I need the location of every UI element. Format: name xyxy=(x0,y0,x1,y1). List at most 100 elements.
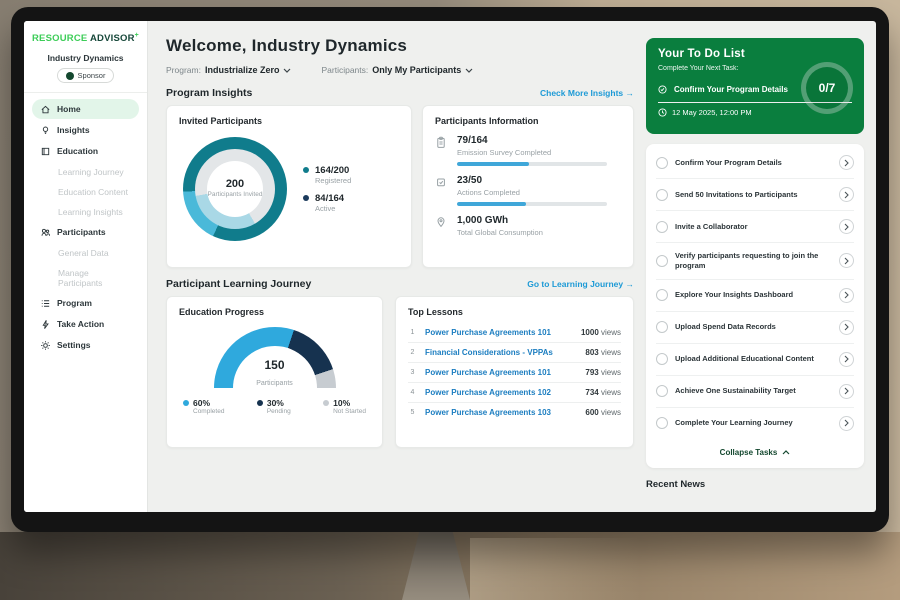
task-row-upload-educational-content[interactable]: Upload Additional Educational Content xyxy=(656,344,854,376)
chevron-right-icon[interactable] xyxy=(839,319,854,335)
sidebar-item-settings[interactable]: Settings xyxy=(32,335,139,355)
todo-next-time: 12 May 2025, 12:00 PM xyxy=(658,108,852,117)
participants-information-title: Participants Information xyxy=(435,116,539,126)
legend-value: 30% xyxy=(266,398,284,408)
sidebar-item-education[interactable]: Education xyxy=(32,141,139,161)
task-row-complete-learning-journey[interactable]: Complete Your Learning Journey xyxy=(656,408,854,439)
learning-card-row: Education Progress 150 Participants xyxy=(166,296,634,448)
check-square-icon xyxy=(435,175,448,190)
task-row-invite-collaborator[interactable]: Invite a Collaborator xyxy=(656,211,854,243)
chevron-right-icon[interactable] xyxy=(839,415,854,431)
stat-label: Actions Completed xyxy=(457,188,520,197)
gear-icon xyxy=(40,340,51,351)
insights-card-row: Invited Participants 200 Participants In… xyxy=(166,105,634,268)
chevron-right-icon[interactable] xyxy=(839,351,854,367)
stat-value: 23/50 xyxy=(457,175,483,186)
sidebar-item-general-data[interactable]: General Data xyxy=(32,243,139,262)
task-label: Complete Your Learning Journey xyxy=(675,418,793,428)
gauge-center-value: 150 xyxy=(264,358,285,372)
lesson-rank: 5 xyxy=(410,409,415,416)
lesson-views-count: 734 xyxy=(585,388,599,397)
lesson-views-label: views xyxy=(598,388,621,397)
education-progress-title: Education Progress xyxy=(179,307,265,317)
task-row-upload-spend-data[interactable]: Upload Spend Data Records xyxy=(656,312,854,344)
invited-participants-title: Invited Participants xyxy=(179,116,263,126)
task-checkbox[interactable] xyxy=(656,156,668,169)
sidebar-item-insights[interactable]: Insights xyxy=(32,120,139,140)
actions-completed-progressbar xyxy=(457,202,607,206)
task-row-achieve-target[interactable]: Achieve One Sustainability Target xyxy=(656,376,854,408)
lesson-views-label: views xyxy=(598,348,621,357)
invited-donut-ring: 200 Participants Invited xyxy=(183,137,287,241)
collapse-tasks-button[interactable]: Collapse Tasks xyxy=(656,439,854,465)
lesson-row: 5 Power Purchase Agreements 103 600 view… xyxy=(408,403,621,422)
task-checkbox[interactable] xyxy=(656,385,668,397)
chevron-right-icon[interactable] xyxy=(839,155,854,170)
program-select[interactable]: Program: Industrialize Zero xyxy=(166,65,291,75)
task-label: Confirm Your Program Details xyxy=(675,157,782,167)
task-row-send-invitations[interactable]: Send 50 Invitations to Participants xyxy=(656,179,854,211)
program-insights-title: Program Insights xyxy=(166,87,253,99)
sidebar-item-take-action[interactable]: Take Action xyxy=(32,314,139,334)
sidebar-item-manage-participants[interactable]: Manage Participants xyxy=(32,263,139,292)
lesson-link[interactable]: Power Purchase Agreements 101 xyxy=(425,328,551,337)
chevron-right-icon[interactable] xyxy=(839,383,854,399)
lesson-views-count: 793 xyxy=(585,368,599,377)
task-checkbox[interactable] xyxy=(656,188,668,201)
progress-fill xyxy=(457,202,526,206)
lesson-link[interactable]: Financial Considerations - VPPAs xyxy=(425,348,553,357)
sidebar-item-label: Education Content xyxy=(58,186,128,197)
participants-select-value: Only My Participants xyxy=(372,65,462,75)
go-to-learning-journey-link[interactable]: Go to Learning Journey → xyxy=(527,279,634,289)
logo-primary: RESOURCE xyxy=(32,33,88,45)
participants-select-label: Participants: xyxy=(321,65,369,75)
legend-dot xyxy=(323,400,330,406)
sidebar-item-education-content[interactable]: Education Content xyxy=(32,182,139,201)
task-checkbox[interactable] xyxy=(656,254,668,267)
app-logo: RESOURCE ADVISOR+ xyxy=(32,32,139,44)
legend-value: 10% xyxy=(333,398,351,408)
task-row-verify-participants[interactable]: Verify participants requesting to join t… xyxy=(656,243,854,280)
legend-label: Pending xyxy=(266,408,291,416)
sidebar-item-label: Participants xyxy=(57,227,106,238)
sidebar-item-program[interactable]: Program xyxy=(32,293,139,313)
sidebar-item-learning-insights[interactable]: Learning Insights xyxy=(32,202,139,221)
invited-donut-center: 200 Participants Invited xyxy=(207,161,263,217)
book-icon xyxy=(40,146,51,157)
collapse-tasks-label: Collapse Tasks xyxy=(719,447,778,457)
task-row-confirm-program[interactable]: Confirm Your Program Details xyxy=(656,147,854,179)
sponsor-icon xyxy=(65,71,74,80)
chevron-right-icon[interactable] xyxy=(839,187,854,202)
lesson-row: 1 Power Purchase Agreements 101 1000 vie… xyxy=(408,323,621,343)
legend-value: 164/200 xyxy=(315,164,350,176)
task-checkbox[interactable] xyxy=(656,321,668,333)
lesson-link[interactable]: Power Purchase Agreements 102 xyxy=(425,388,551,397)
task-checkbox[interactable] xyxy=(656,353,668,365)
recent-news-title: Recent News xyxy=(646,478,706,490)
location-pin-icon xyxy=(435,215,448,230)
sidebar-item-learning-journey[interactable]: Learning Journey xyxy=(32,162,139,181)
invited-center-label: Participants Invited xyxy=(207,191,263,199)
filter-bar: Program: Industrialize Zero Participants… xyxy=(166,65,634,75)
lesson-link[interactable]: Power Purchase Agreements 101 xyxy=(425,368,551,377)
chevron-right-icon[interactable] xyxy=(839,287,854,303)
sidebar-item-label: Insights xyxy=(57,125,90,136)
task-checkbox[interactable] xyxy=(656,417,668,429)
todo-panel: Your To Do List Complete Your Next Task:… xyxy=(646,38,864,512)
lesson-link[interactable]: Power Purchase Agreements 103 xyxy=(425,408,551,417)
sidebar-item-participants[interactable]: Participants xyxy=(32,222,139,242)
chevron-right-icon[interactable] xyxy=(839,253,854,269)
sidebar-item-home[interactable]: Home xyxy=(32,99,139,120)
task-row-explore-insights[interactable]: Explore Your Insights Dashboard xyxy=(656,280,854,312)
sidebar-item-label: Learning Journey xyxy=(58,166,124,177)
task-checkbox[interactable] xyxy=(656,289,668,301)
task-label: Verify participants requesting to join t… xyxy=(675,251,819,270)
task-checkbox[interactable] xyxy=(656,220,668,233)
participants-select[interactable]: Participants: Only My Participants xyxy=(321,65,473,75)
chevron-right-icon[interactable] xyxy=(839,219,854,234)
home-icon xyxy=(40,104,51,115)
sponsor-badge[interactable]: Sponsor xyxy=(56,68,115,84)
check-more-insights-link[interactable]: Check More Insights → xyxy=(540,88,634,98)
top-lessons-card: Top Lessons 1 Power Purchase Agreements … xyxy=(395,296,634,448)
